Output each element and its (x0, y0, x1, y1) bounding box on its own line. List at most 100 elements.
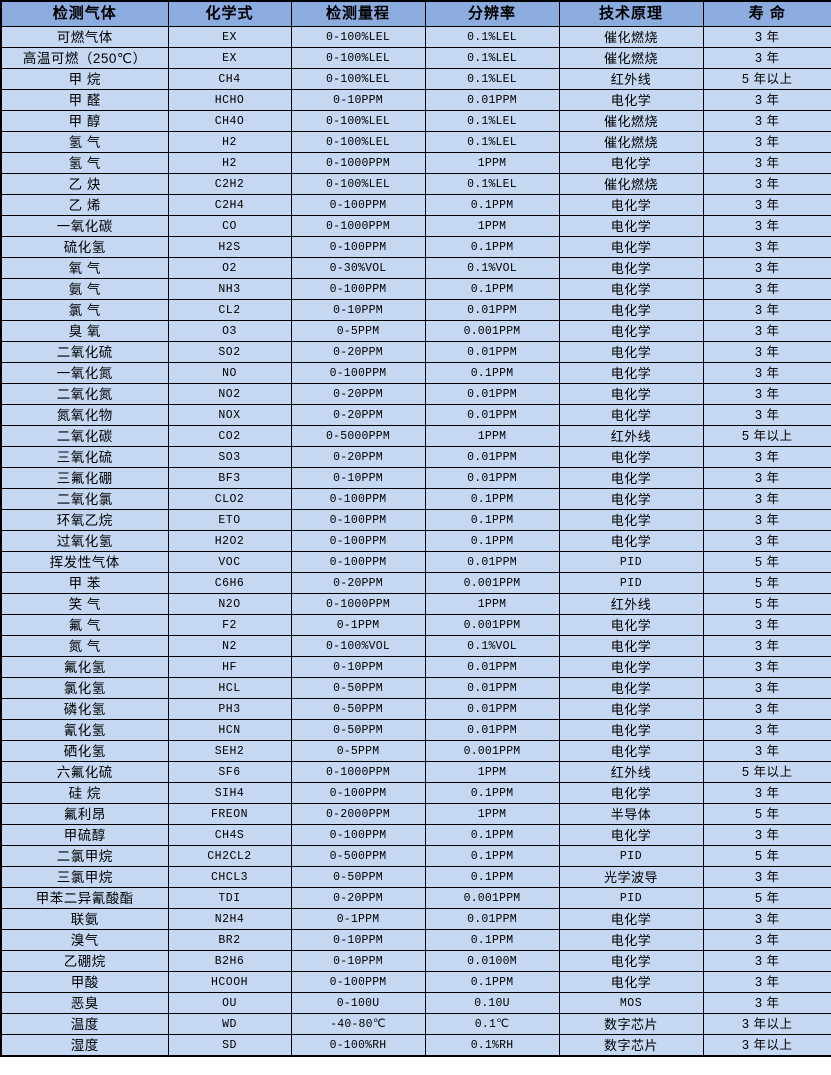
cell-resolution: 0.1PPM (424, 824, 560, 846)
cell-range: 0-100%VOL (290, 635, 426, 657)
cell-gas: 氧 气 (0, 257, 169, 279)
header-row: 检测气体 化学式 检测量程 分辨率 技术原理 寿 命 (0, 0, 831, 27)
cell-lifespan: 3 年 (702, 278, 831, 300)
cell-formula: B2H6 (167, 950, 292, 972)
header-gas: 检测气体 (0, 0, 169, 27)
cell-gas: 硅 烷 (0, 782, 169, 804)
cell-range: 0-100PPM (290, 194, 426, 216)
cell-technology: 催化燃烧 (558, 47, 704, 69)
cell-gas: 甲 醇 (0, 110, 169, 132)
cell-formula: WD (167, 1013, 292, 1035)
cell-range: 0-10PPM (290, 467, 426, 489)
cell-technology: 电化学 (558, 908, 704, 930)
cell-range: 0-20PPM (290, 446, 426, 468)
cell-range: 0-30%VOL (290, 257, 426, 279)
table-row: 二氧化碳 CO2 0-5000PPM 1PPM 红外线 5 年以上 (0, 425, 831, 447)
cell-lifespan: 5 年 (702, 593, 831, 615)
cell-resolution: 0.1%LEL (424, 131, 560, 153)
cell-technology: PID (558, 887, 704, 909)
cell-resolution: 0.01PPM (424, 383, 560, 405)
cell-resolution: 0.1%LEL (424, 26, 560, 48)
cell-range: 0-100PPM (290, 509, 426, 531)
cell-technology: 光学波导 (558, 866, 704, 888)
table-row: 三氧化硫 SO3 0-20PPM 0.01PPM 电化学 3 年 (0, 446, 831, 468)
cell-range: 0-1000PPM (290, 152, 426, 174)
cell-resolution: 1PPM (424, 593, 560, 615)
cell-formula: ETO (167, 509, 292, 531)
cell-resolution: 0.01PPM (424, 698, 560, 720)
header-range: 检测量程 (290, 0, 426, 27)
cell-formula: CHCL3 (167, 866, 292, 888)
cell-gas: 二氧化氯 (0, 488, 169, 510)
cell-lifespan: 3 年 (702, 530, 831, 552)
table-row: 六氟化硫 SF6 0-1000PPM 1PPM 红外线 5 年以上 (0, 761, 831, 783)
cell-technology: 电化学 (558, 719, 704, 741)
cell-gas: 笑 气 (0, 593, 169, 615)
cell-technology: 电化学 (558, 614, 704, 636)
cell-lifespan: 5 年 (702, 572, 831, 594)
table-row: 一氧化氮 NO 0-100PPM 0.1PPM 电化学 3 年 (0, 362, 831, 384)
cell-range: 0-1000PPM (290, 761, 426, 783)
cell-resolution: 0.01PPM (424, 341, 560, 363)
cell-lifespan: 3 年 (702, 362, 831, 384)
cell-resolution: 0.1%RH (424, 1034, 560, 1057)
cell-gas: 氢 气 (0, 152, 169, 174)
cell-resolution: 0.1PPM (424, 509, 560, 531)
cell-lifespan: 3 年 (702, 173, 831, 195)
table-row: 乙硼烷 B2H6 0-10PPM 0.0100M 电化学 3 年 (0, 950, 831, 972)
cell-lifespan: 5 年以上 (702, 68, 831, 90)
cell-resolution: 0.0100M (424, 950, 560, 972)
cell-formula: HCOOH (167, 971, 292, 993)
table-row: 温度 WD -40-80℃ 0.1℃ 数字芯片 3 年以上 (0, 1013, 831, 1035)
cell-technology: 电化学 (558, 257, 704, 279)
table-row: 二氯甲烷 CH2CL2 0-500PPM 0.1PPM PID 5 年 (0, 845, 831, 867)
cell-resolution: 1PPM (424, 152, 560, 174)
cell-lifespan: 3 年 (702, 89, 831, 111)
table-header: 检测气体 化学式 检测量程 分辨率 技术原理 寿 命 (0, 0, 831, 27)
cell-resolution: 1PPM (424, 803, 560, 825)
cell-technology: 电化学 (558, 656, 704, 678)
cell-technology: 催化燃烧 (558, 131, 704, 153)
table-row: 甲酸 HCOOH 0-100PPM 0.1PPM 电化学 3 年 (0, 971, 831, 993)
cell-gas: 三氯甲烷 (0, 866, 169, 888)
cell-formula: CL2 (167, 299, 292, 321)
cell-formula: NH3 (167, 278, 292, 300)
cell-formula: FREON (167, 803, 292, 825)
cell-resolution: 0.1PPM (424, 845, 560, 867)
cell-gas: 氟利昂 (0, 803, 169, 825)
cell-formula: N2H4 (167, 908, 292, 930)
cell-formula: HCHO (167, 89, 292, 111)
cell-technology: 催化燃烧 (558, 110, 704, 132)
cell-technology: 红外线 (558, 593, 704, 615)
table-row: 氟化氢 HF 0-10PPM 0.01PPM 电化学 3 年 (0, 656, 831, 678)
cell-lifespan: 3 年 (702, 26, 831, 48)
cell-formula: SEH2 (167, 740, 292, 762)
cell-resolution: 0.001PPM (424, 887, 560, 909)
cell-resolution: 0.001PPM (424, 614, 560, 636)
cell-range: 0-100PPM (290, 362, 426, 384)
cell-technology: 电化学 (558, 950, 704, 972)
cell-lifespan: 3 年 (702, 908, 831, 930)
table-row: 二氧化氯 CLO2 0-100PPM 0.1PPM 电化学 3 年 (0, 488, 831, 510)
cell-lifespan: 5 年以上 (702, 425, 831, 447)
cell-technology: 电化学 (558, 341, 704, 363)
cell-range: 0-1PPM (290, 614, 426, 636)
cell-technology: 电化学 (558, 236, 704, 258)
table-row: 臭 氧 O3 0-5PPM 0.001PPM 电化学 3 年 (0, 320, 831, 342)
cell-lifespan: 3 年 (702, 257, 831, 279)
cell-lifespan: 3 年 (702, 656, 831, 678)
cell-formula: SIH4 (167, 782, 292, 804)
cell-range: 0-50PPM (290, 719, 426, 741)
cell-lifespan: 3 年 (702, 131, 831, 153)
cell-technology: 半导体 (558, 803, 704, 825)
cell-formula: CLO2 (167, 488, 292, 510)
cell-gas: 乙硼烷 (0, 950, 169, 972)
cell-gas: 二氧化碳 (0, 425, 169, 447)
table-row: 三氟化硼 BF3 0-10PPM 0.01PPM 电化学 3 年 (0, 467, 831, 489)
cell-range: 0-100%LEL (290, 110, 426, 132)
cell-formula: CH4 (167, 68, 292, 90)
cell-gas: 氰化氢 (0, 719, 169, 741)
table-row: 氧 气 O2 0-30%VOL 0.1%VOL 电化学 3 年 (0, 257, 831, 279)
cell-formula: BF3 (167, 467, 292, 489)
cell-range: 0-1000PPM (290, 593, 426, 615)
